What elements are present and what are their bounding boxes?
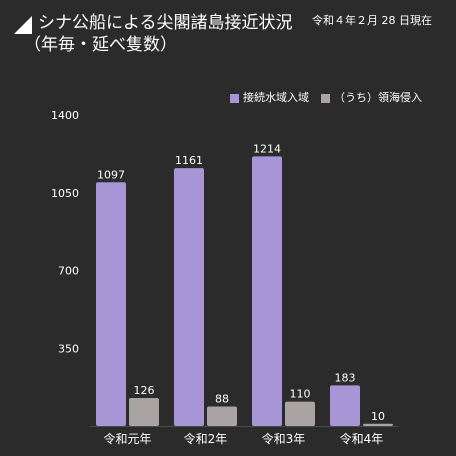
y-tick-label: 700	[58, 265, 79, 278]
x-tick-label: 令和4年	[340, 431, 384, 446]
legend-label-territorial-sea: （うち）領海侵入	[334, 91, 422, 104]
legend-swatch-contiguous-zone	[230, 93, 239, 103]
bar-value-label: 10	[371, 410, 385, 423]
title-triangle-icon	[14, 16, 32, 34]
y-tick-label: 350	[58, 342, 79, 355]
bar-value-label: 1161	[175, 154, 203, 167]
x-tick-label: 令和2年	[184, 431, 228, 446]
legend-label-contiguous-zone: 接続水域入域	[243, 91, 309, 104]
chart-legend: 接続水域入域 （うち）領海侵入	[230, 91, 422, 105]
x-tick-label: 令和元年	[103, 431, 151, 446]
chart-title: シナ公船による尖閣諸島接近状況	[38, 13, 293, 33]
bar-value-label: 183	[335, 371, 356, 384]
bar-territorial-sea	[363, 423, 393, 426]
bar-territorial-sea	[207, 406, 237, 426]
bar-value-label: 110	[290, 388, 311, 401]
bar-contiguous-zone	[174, 168, 204, 426]
bar-value-label: 88	[215, 392, 229, 405]
bar-value-label: 1214	[253, 142, 281, 155]
bar-contiguous-zone	[96, 182, 126, 426]
legend-item-contiguous-zone: 接続水域入域	[230, 91, 309, 105]
legend-item-territorial-sea: （うち）領海侵入	[321, 91, 422, 105]
x-tick-label: 令和3年	[262, 431, 306, 446]
y-tick-label: 1050	[51, 187, 79, 200]
bar-value-label: 126	[134, 384, 155, 397]
chart-subtitle: （年毎・延べ隻数）	[24, 35, 177, 55]
bar-value-label: 1097	[97, 168, 125, 181]
bar-territorial-sea	[285, 401, 315, 426]
chart-title-block: シナ公船による尖閣諸島接近状況 （年毎・延べ隻数）	[14, 12, 314, 56]
date-note: 令和４年２月 28 日現在	[312, 14, 432, 27]
bar-territorial-sea	[129, 398, 159, 426]
y-tick-label: 1400	[51, 109, 79, 122]
legend-swatch-territorial-sea	[321, 93, 330, 103]
bar-contiguous-zone	[330, 385, 360, 426]
bar-contiguous-zone	[252, 156, 282, 426]
